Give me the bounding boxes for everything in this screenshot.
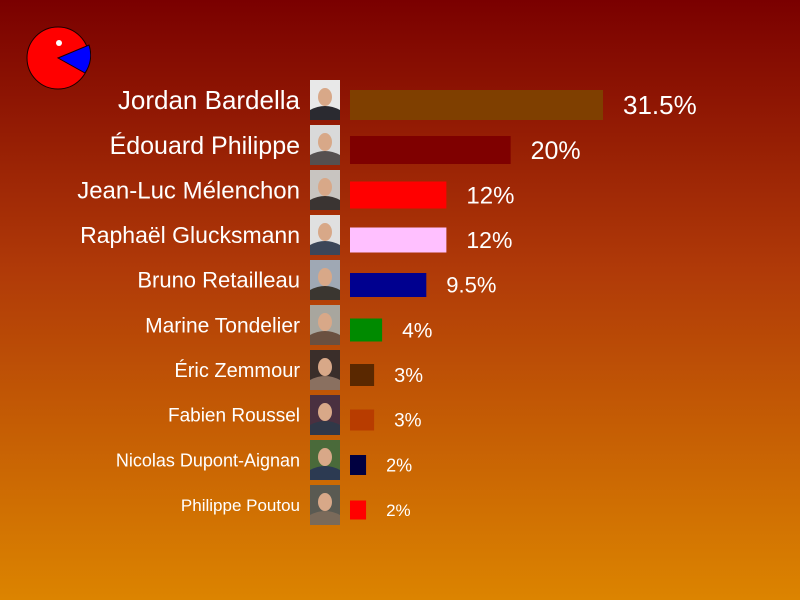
- candidate-name: Philippe Poutou: [181, 496, 300, 515]
- bar: [350, 500, 367, 520]
- value-label: 12%: [466, 227, 512, 253]
- candidate-photo: [310, 305, 340, 345]
- candidate-photo: [310, 395, 340, 435]
- candidate-photo: [310, 125, 340, 165]
- candidate-name: Nicolas Dupont-Aignan: [116, 450, 300, 470]
- candidate-name: Fabien Roussel: [168, 406, 300, 427]
- candidate-photo: [310, 260, 340, 300]
- value-label: 3%: [394, 365, 423, 387]
- bar: [350, 455, 367, 475]
- value-label: 4%: [402, 319, 432, 342]
- value-label: 9.5%: [446, 273, 496, 298]
- candidate-name: Jean-Luc Mélenchon: [77, 177, 300, 204]
- candidate-name: Édouard Philippe: [110, 131, 300, 160]
- value-label: 20%: [531, 137, 581, 165]
- value-label: 12%: [466, 182, 514, 209]
- value-label: 31.5%: [623, 90, 697, 120]
- value-label: 3%: [394, 411, 422, 432]
- candidate-name: Marine Tondelier: [145, 314, 300, 337]
- bar: [350, 318, 383, 342]
- value-label: 2%: [386, 501, 411, 520]
- bar: [350, 364, 375, 386]
- bar: [350, 90, 603, 120]
- value-label: 2%: [386, 455, 412, 475]
- candidate-name: Éric Zemmour: [174, 359, 300, 382]
- bar: [350, 409, 375, 431]
- candidate-name: Jordan Bardella: [118, 85, 301, 115]
- bar: [350, 136, 511, 164]
- candidate-name: Raphaël Glucksmann: [80, 222, 300, 248]
- candidate-photo: [310, 440, 340, 480]
- candidate-photo: [310, 80, 340, 120]
- bar: [350, 273, 427, 297]
- candidate-photo: [310, 215, 340, 255]
- candidate-photo: [310, 350, 340, 390]
- pie-logo-icon: [26, 26, 91, 90]
- candidate-photo: [310, 485, 340, 525]
- candidate-photo: [310, 170, 340, 210]
- bar: [350, 227, 447, 253]
- bar: [350, 181, 447, 209]
- candidate-name: Bruno Retailleau: [137, 268, 300, 293]
